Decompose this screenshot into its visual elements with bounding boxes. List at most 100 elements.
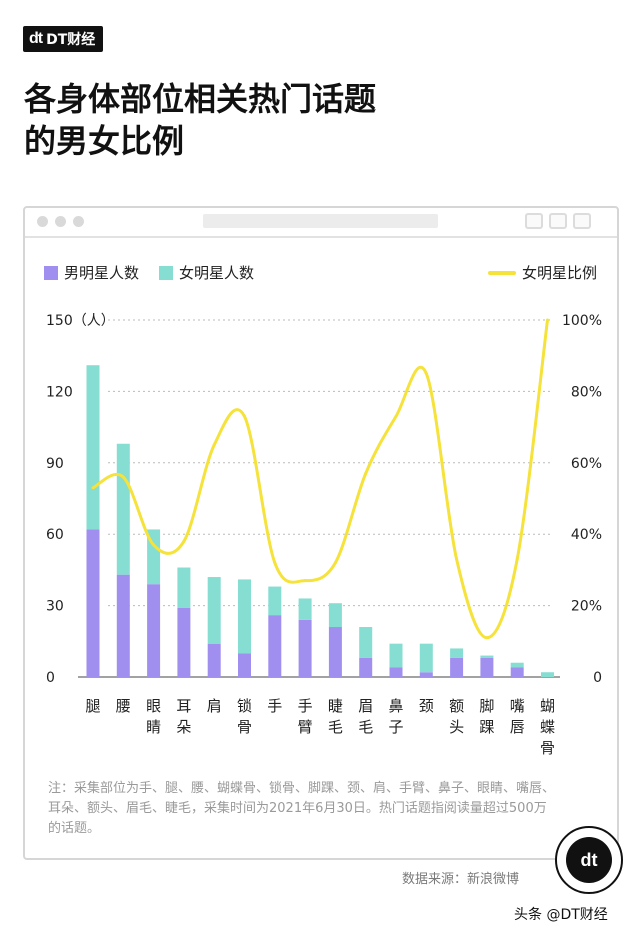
x-tick-label: 蝴 — [540, 697, 555, 715]
address-bar — [203, 214, 438, 228]
ratio-point — [515, 557, 519, 561]
x-tick-label: 睛 — [146, 718, 161, 736]
ratio-point — [243, 414, 246, 418]
x-tick-label: 朵 — [176, 718, 191, 736]
ratio-point — [152, 543, 156, 547]
x-tick-label: 子 — [388, 718, 403, 736]
bar-female — [116, 443, 130, 575]
ratio-point — [212, 443, 216, 447]
bar-female — [359, 627, 373, 658]
title-line-2: 的男女比例 — [24, 122, 185, 160]
ratio-point — [364, 472, 368, 476]
x-tick-label: 骨 — [237, 718, 252, 736]
legend-ratio-label: 女明星比例 — [522, 264, 598, 282]
bar-female — [389, 643, 403, 668]
bar-female — [480, 655, 494, 658]
x-tick-label: 手 — [267, 697, 282, 715]
bar-male — [268, 615, 282, 677]
bar-male — [510, 667, 524, 677]
ratio-point — [546, 318, 549, 322]
x-tick-label: 额 — [449, 697, 464, 715]
ratio-point — [91, 486, 95, 490]
x-tick-label: 肩 — [207, 697, 222, 715]
bar-female — [177, 567, 191, 608]
legend-male-swatch — [44, 265, 58, 280]
x-tick-label: 腰 — [116, 697, 131, 715]
x-tick-label: 腿 — [85, 697, 100, 715]
x-tick-label: 锁 — [237, 697, 252, 715]
legend-female-swatch — [159, 265, 173, 280]
x-tick-label: 颈 — [419, 697, 434, 715]
window-icon — [573, 213, 591, 229]
page-title: 各身体部位相关热门话题 的男女比例 — [24, 78, 584, 162]
bar-female — [419, 643, 433, 673]
legend-ratio: 女明星比例 — [488, 262, 597, 283]
ratio-line — [92, 319, 549, 640]
bar-female — [147, 529, 161, 585]
x-tick-label: 唇 — [510, 718, 525, 736]
legend-female-label: 女明星人数 — [179, 264, 255, 282]
ratio-point — [424, 372, 428, 376]
ratio-point — [394, 414, 398, 418]
record-icon — [525, 213, 543, 229]
x-tick-label: 鼻 — [388, 697, 403, 715]
x-tick-label: 眼 — [146, 697, 161, 715]
x-tick-label: 踝 — [479, 718, 494, 736]
brand-name: DT财经 — [46, 32, 96, 48]
minimize-dot-icon — [55, 216, 66, 227]
watermark-logo: dt — [566, 837, 612, 883]
y2-tick-label: 80% — [571, 384, 602, 400]
footnote: 注：采集部位为手、腿、腰、蝴蝶骨、锁骨、脚踝、颈、肩、手臂、鼻子、眼睛、嘴唇、耳… — [48, 781, 556, 836]
bar-male — [298, 619, 312, 677]
bar-male — [147, 584, 161, 677]
bar-male — [207, 643, 221, 677]
y-tick-label: 90 — [46, 456, 64, 472]
footer-credit: 头条 @DT财经 — [514, 907, 608, 923]
legend-male-label: 男明星人数 — [64, 264, 140, 282]
y2-tick-label: 100% — [562, 313, 602, 329]
bar-male — [328, 627, 342, 677]
bar-male — [450, 657, 464, 677]
data-source: 数据来源：新浪微博 — [402, 872, 520, 887]
x-tick-label: 毛 — [328, 718, 343, 736]
y-tick-label: 150（人） — [46, 313, 115, 329]
x-tick-label: 毛 — [358, 718, 373, 736]
window-titlebar — [25, 208, 617, 238]
dt-logo: dt — [29, 30, 43, 47]
y-tick-label: 0 — [46, 670, 55, 686]
bar-male — [177, 607, 191, 677]
bar-male — [480, 657, 494, 677]
bar-female — [298, 598, 312, 620]
bar-female — [207, 577, 221, 644]
ratio-point — [182, 539, 186, 543]
ratio-point — [485, 636, 489, 640]
bar-male — [238, 653, 251, 677]
brand-badge: dt DT财经 — [23, 26, 104, 52]
ratio-point — [121, 475, 125, 479]
bar-male — [419, 672, 433, 677]
y2-tick-label: 20% — [571, 599, 602, 615]
share-icon — [549, 213, 567, 229]
bar-female — [86, 365, 100, 530]
legend-ratio-line — [488, 270, 516, 275]
y-tick-label: 30 — [46, 599, 64, 615]
x-tick-label: 耳 — [176, 697, 191, 715]
x-tick-label: 眉 — [358, 697, 373, 715]
bar-female — [510, 662, 524, 668]
title-line-1: 各身体部位相关热门话题 — [24, 80, 377, 118]
legend-male: 男明星人数 — [44, 262, 139, 283]
bar-male — [389, 667, 403, 677]
bar-female — [268, 586, 282, 616]
y2-tick-label: 0 — [593, 670, 602, 686]
y-tick-label: 60 — [46, 527, 64, 543]
close-dot-icon — [37, 216, 48, 227]
ratio-point — [333, 561, 337, 565]
x-tick-label: 臂 — [298, 718, 313, 736]
x-tick-label: 嘴 — [510, 697, 525, 715]
legend-female: 女明星人数 — [159, 262, 254, 283]
x-tick-label: 手 — [298, 697, 313, 715]
x-tick-label: 脚 — [479, 697, 494, 715]
bar-female — [328, 603, 342, 628]
bar-female — [238, 579, 251, 654]
